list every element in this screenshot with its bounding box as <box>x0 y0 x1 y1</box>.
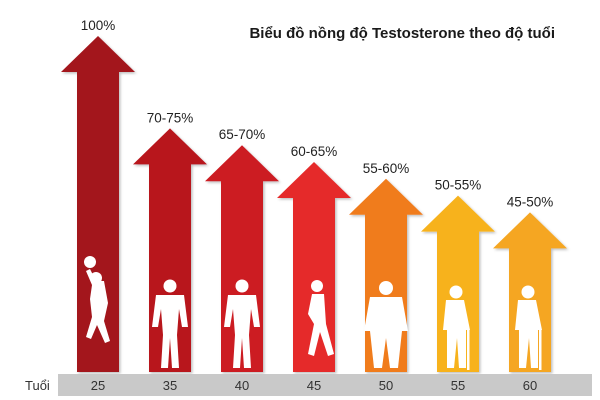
value-label-25: 100% <box>81 18 116 33</box>
value-label-55: 50-55% <box>435 178 482 193</box>
arrow-bar-35 <box>133 128 207 372</box>
arrow-bar-25 <box>61 36 135 372</box>
value-label-40: 65-70% <box>219 127 266 142</box>
value-label-60: 45-50% <box>507 194 554 209</box>
man-walking-icon <box>308 280 334 356</box>
arrow-bar-40 <box>205 145 279 372</box>
value-label-35: 70-75% <box>147 110 194 125</box>
basketball-player-icon <box>84 256 110 343</box>
age-tick-25: 25 <box>91 378 105 393</box>
chart-title: Biểu đồ nồng độ Testosterone theo độ tuổ… <box>249 25 555 42</box>
age-tick-50: 50 <box>379 378 393 393</box>
value-label-45: 60-65% <box>291 144 338 159</box>
elderly-man-cane-icon <box>443 285 470 370</box>
arrow-bar-50 <box>349 178 423 372</box>
elderly-man-cane-icon <box>515 285 542 370</box>
age-tick-35: 35 <box>163 378 177 393</box>
man-standing-icon <box>224 279 260 368</box>
age-ticks: 25 35 40 45 50 55 60 <box>91 378 537 393</box>
age-tick-60: 60 <box>523 378 537 393</box>
x-axis-label: Tuổi <box>25 378 50 393</box>
age-tick-55: 55 <box>451 378 465 393</box>
arrow-bars: 100% 70-75% 65-70% 60-65% 55-60% 50-55% 45-50% <box>61 18 567 372</box>
age-tick-40: 40 <box>235 378 249 393</box>
heavy-man-icon <box>364 281 408 368</box>
age-axis-band <box>58 374 592 396</box>
age-tick-45: 45 <box>307 378 321 393</box>
arrow-bar-55 <box>421 195 495 372</box>
arrow-bar-45 <box>277 162 351 372</box>
value-label-50: 55-60% <box>363 161 410 176</box>
man-hands-on-hips-icon <box>152 279 188 368</box>
